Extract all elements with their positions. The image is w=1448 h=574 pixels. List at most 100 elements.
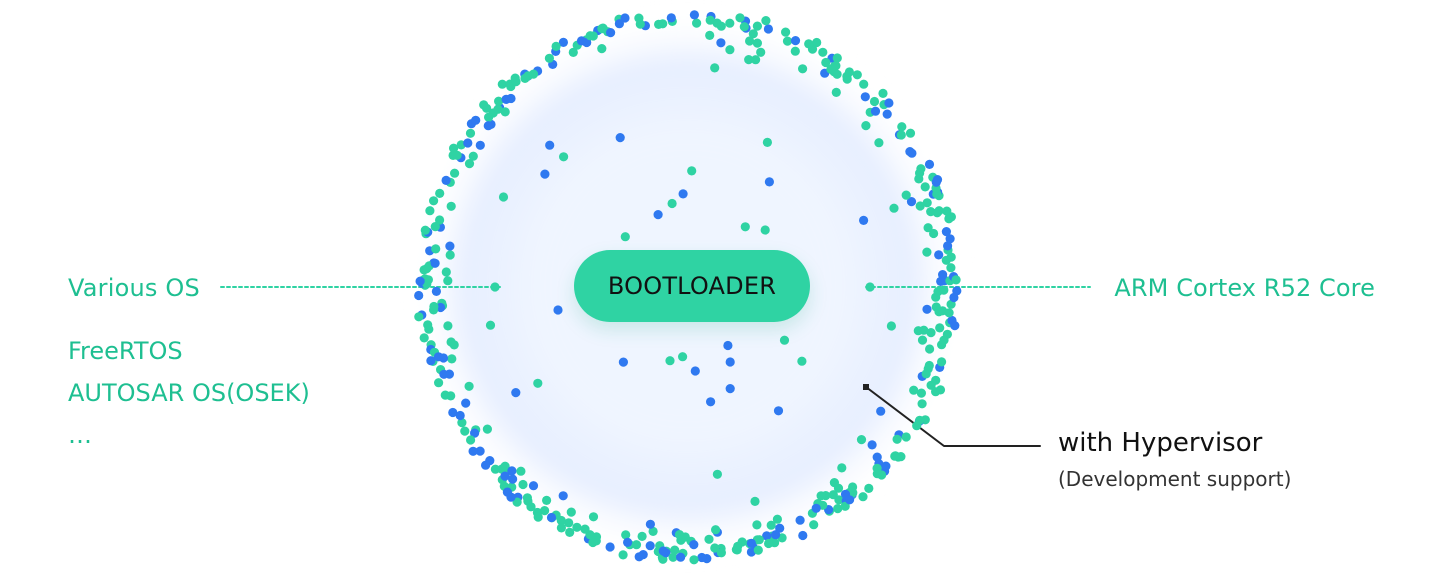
particle-dot xyxy=(468,446,478,456)
particle-dot xyxy=(455,410,465,421)
particle-dot xyxy=(588,537,598,548)
particle-dot xyxy=(750,496,760,506)
particle-dot xyxy=(678,189,688,199)
particle-dot xyxy=(766,520,776,530)
particle-dot xyxy=(939,285,949,295)
particle-dot xyxy=(824,505,834,515)
particle-dot xyxy=(471,115,481,125)
particle-dot xyxy=(658,554,668,564)
particle-dot xyxy=(767,531,777,541)
particle-dot xyxy=(917,371,927,381)
particle-dot xyxy=(479,100,489,110)
particle-dot xyxy=(929,228,939,239)
particle-dot xyxy=(542,495,552,505)
particle-dot xyxy=(540,506,550,516)
particle-dot xyxy=(433,352,444,362)
particle-dot xyxy=(943,245,953,255)
particle-dot xyxy=(798,64,808,74)
particle-dot xyxy=(678,548,688,559)
particle-dot xyxy=(892,434,902,444)
various-os-label: Various OS xyxy=(68,274,200,302)
particle-dot xyxy=(752,535,762,545)
particle-dot xyxy=(751,55,761,65)
particle-dot xyxy=(732,545,742,555)
particle-dot xyxy=(465,128,476,138)
particle-dot xyxy=(915,415,925,425)
particle-dot xyxy=(436,365,446,375)
particle-dot xyxy=(807,44,818,54)
particle-dot xyxy=(744,55,754,65)
particle-dot xyxy=(678,352,688,362)
particle-dot xyxy=(506,492,516,502)
particle-dot xyxy=(842,71,852,81)
particle-dot xyxy=(648,526,658,537)
particle-dot xyxy=(618,550,628,560)
particle-dot xyxy=(716,38,726,48)
particle-dot xyxy=(949,272,959,282)
particle-dot xyxy=(945,276,955,286)
particle-dot xyxy=(716,548,727,558)
particle-dot xyxy=(520,69,530,79)
particle-dot xyxy=(840,489,851,499)
particle-dot xyxy=(506,81,516,92)
particle-dot xyxy=(576,36,587,46)
particle-dot xyxy=(723,340,733,351)
particle-dot xyxy=(705,15,715,25)
particle-dot xyxy=(526,502,536,512)
particle-dot xyxy=(470,428,480,438)
particle-dot xyxy=(424,261,434,271)
particle-dot xyxy=(824,506,835,516)
particle-dot xyxy=(585,31,595,41)
particle-dot xyxy=(615,133,625,143)
particle-dot xyxy=(423,320,433,330)
particle-dot xyxy=(945,318,955,328)
particle-dot xyxy=(711,525,721,535)
particle-dot xyxy=(420,225,430,235)
particle-dot xyxy=(752,21,763,31)
particle-dot xyxy=(831,87,841,97)
particle-dot xyxy=(471,425,481,435)
particle-dot xyxy=(533,512,543,522)
particle-dot xyxy=(764,177,775,187)
particle-dot xyxy=(421,229,431,239)
particle-dot xyxy=(921,369,931,379)
particle-dot xyxy=(540,169,550,179)
particle-dot xyxy=(881,461,891,471)
particle-dot xyxy=(494,96,504,106)
particle-dot xyxy=(856,435,867,445)
particle-dot xyxy=(434,378,444,388)
particle-dot xyxy=(828,490,838,500)
particle-dot xyxy=(490,464,500,474)
particle-dot xyxy=(488,108,498,118)
particle-dot xyxy=(507,466,517,476)
particle-dot xyxy=(753,545,763,555)
particle-dot xyxy=(937,357,947,367)
particle-dot xyxy=(446,201,456,211)
particle-dot xyxy=(748,29,758,39)
particle-dot xyxy=(804,39,814,49)
arm-cortex-label: ARM Cortex R52 Core xyxy=(1114,274,1375,302)
particle-dot xyxy=(689,555,699,565)
particle-dot xyxy=(876,406,886,416)
particle-dot xyxy=(445,177,455,187)
particle-dot xyxy=(510,73,520,83)
hypervisor-leader-line xyxy=(865,386,1041,447)
particle-dot xyxy=(890,451,900,461)
particle-dot xyxy=(896,452,906,462)
particle-dot xyxy=(938,270,948,280)
particle-dot xyxy=(692,18,702,28)
particle-dot xyxy=(790,36,801,46)
particle-dot xyxy=(419,333,429,343)
particle-dot xyxy=(614,19,625,29)
particle-dot xyxy=(556,523,567,533)
particle-dot xyxy=(620,13,630,23)
particle-dot xyxy=(463,138,473,148)
particle-dot xyxy=(844,67,855,77)
particle-dot xyxy=(752,38,763,48)
particle-dot xyxy=(505,79,515,89)
particle-dot xyxy=(498,192,509,202)
particle-dot xyxy=(946,252,956,262)
particle-dot xyxy=(834,495,844,505)
particle-dot xyxy=(464,381,474,391)
particle-dot xyxy=(475,140,485,150)
